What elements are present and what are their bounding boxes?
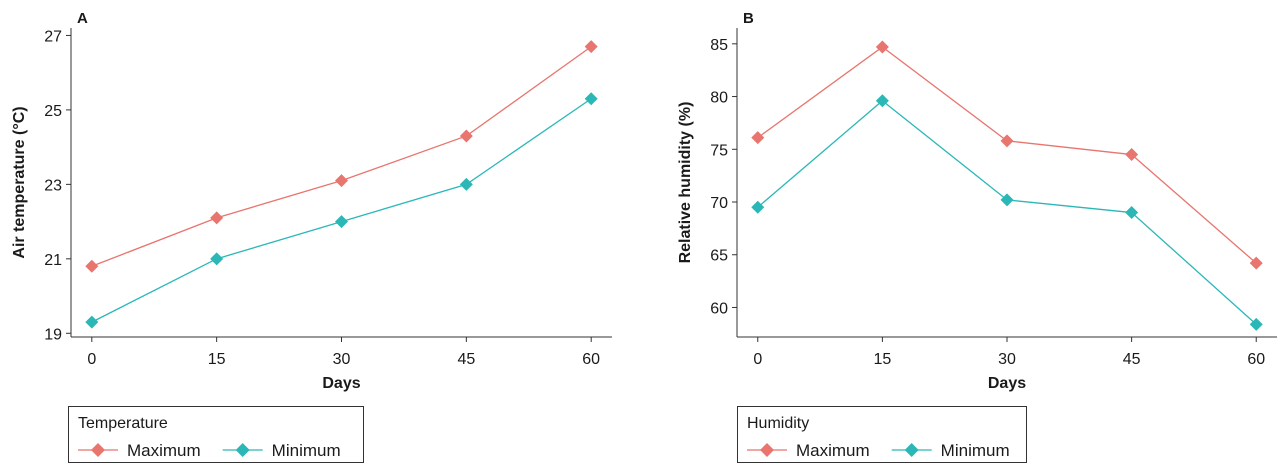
chart-panel-b: B 60 65 70 75 80 85 0 15 30 45 60 Days Relative humid… bbox=[677, 10, 1277, 463]
y-tick-label: 85 bbox=[710, 37, 728, 54]
y-tick-label: 27 bbox=[44, 28, 62, 45]
data-point-maximum bbox=[1000, 134, 1014, 148]
data-point-minimum bbox=[1125, 206, 1139, 220]
x-axis-title: Days bbox=[322, 375, 360, 392]
legend: Temperature Maximum Minimum bbox=[68, 406, 364, 463]
series-line-minimum bbox=[91, 98, 592, 323]
data-point-minimum bbox=[210, 252, 224, 266]
y-tick-label: 70 bbox=[710, 195, 728, 212]
data-point-maximum bbox=[210, 211, 224, 225]
x-tick-label: 30 bbox=[333, 351, 351, 368]
chart-panel-a: A 19 21 23 25 27 0 15 30 45 60 Days Air temperature … bbox=[11, 10, 612, 463]
y-tick-label: 65 bbox=[710, 248, 728, 265]
legend-title: Temperature bbox=[78, 415, 168, 432]
y-tick-label: 75 bbox=[710, 142, 728, 159]
y-tick-label: 60 bbox=[710, 300, 728, 317]
y-tick-label: 23 bbox=[44, 177, 62, 194]
data-point-maximum bbox=[584, 40, 598, 54]
x-tick-label: 15 bbox=[873, 351, 891, 368]
y-tick-label: 19 bbox=[44, 326, 62, 343]
data-point-minimum bbox=[1000, 193, 1014, 207]
legend-box bbox=[68, 406, 364, 463]
legend-title: Humidity bbox=[747, 415, 809, 432]
x-tick-label: 0 bbox=[753, 351, 762, 368]
x-tick-label: 30 bbox=[998, 351, 1016, 368]
data-point-minimum bbox=[85, 315, 99, 329]
data-point-maximum bbox=[459, 129, 473, 143]
data-point-minimum bbox=[459, 177, 473, 191]
data-point-maximum bbox=[1125, 148, 1139, 162]
legend-label-maximum: Maximum bbox=[127, 441, 201, 460]
data-point-minimum bbox=[584, 92, 598, 106]
series-line-maximum bbox=[757, 46, 1257, 264]
legend-label-maximum: Maximum bbox=[796, 441, 870, 460]
x-tick-label: 45 bbox=[1123, 351, 1141, 368]
data-point-maximum bbox=[335, 174, 348, 188]
y-tick-label: 25 bbox=[44, 103, 62, 120]
y-axis-title: Air temperature (°C) bbox=[11, 106, 28, 258]
data-point-minimum bbox=[875, 94, 889, 108]
legend: Humidity Maximum Minimum bbox=[737, 406, 1027, 463]
data-point-minimum bbox=[1249, 317, 1263, 331]
legend-marker-maximum bbox=[91, 443, 105, 457]
data-point-maximum bbox=[751, 131, 765, 145]
x-tick-label: 15 bbox=[208, 351, 226, 368]
legend-label-minimum: Minimum bbox=[272, 441, 341, 460]
x-tick-label: 0 bbox=[87, 351, 96, 368]
data-point-minimum bbox=[751, 200, 765, 214]
legend-marker-minimum bbox=[904, 443, 919, 457]
x-tick-label: 60 bbox=[582, 351, 600, 368]
legend-label-minimum: Minimum bbox=[941, 441, 1010, 460]
x-tick-label: 60 bbox=[1247, 351, 1265, 368]
data-point-maximum bbox=[85, 259, 99, 273]
y-tick-label: 80 bbox=[710, 90, 728, 107]
legend-box bbox=[737, 406, 1027, 463]
data-point-minimum bbox=[335, 215, 348, 229]
legend-marker-maximum bbox=[760, 443, 774, 457]
x-axis-title: Days bbox=[988, 375, 1026, 392]
series-line-maximum bbox=[91, 46, 592, 267]
series-line-minimum bbox=[757, 99, 1257, 325]
panel-letter: A bbox=[77, 10, 88, 27]
y-axis-title: Relative humidity (%) bbox=[677, 102, 694, 264]
panel-letter: B bbox=[743, 10, 754, 27]
legend-marker-minimum bbox=[235, 443, 250, 457]
data-point-maximum bbox=[1249, 256, 1263, 270]
data-point-maximum bbox=[875, 40, 889, 54]
x-tick-label: 45 bbox=[457, 351, 475, 368]
y-tick-label: 21 bbox=[44, 252, 62, 269]
